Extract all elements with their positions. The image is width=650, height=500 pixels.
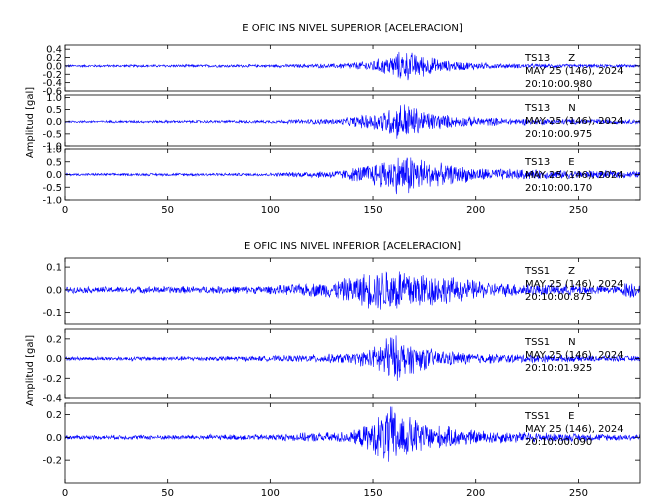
component-code: N: [568, 103, 575, 114]
trace-station-label: TS13 Z: [524, 53, 575, 64]
trace-station-label: TSS1 E: [524, 411, 575, 422]
panel-frame: [64, 328, 641, 399]
station-code: TSS1: [524, 337, 550, 348]
y-tick-label: -0.1: [42, 308, 62, 319]
y-tick-label: -0.2: [42, 70, 62, 81]
station-code: TSS1: [524, 411, 550, 422]
y-tick-label: 1.0: [46, 93, 62, 104]
trace-date: MAY 25 (146), 2024: [525, 424, 624, 435]
trace-time: 20:10:00.875: [525, 292, 592, 303]
trace-time: 20:10:00.170: [525, 183, 592, 194]
chart-2: E OFIC INS NIVEL INFERIOR [ACELERACION] A…: [25, 241, 641, 499]
y-tick-label: 0.0: [46, 61, 62, 72]
waveform-ts13-z: [65, 51, 640, 81]
component-code: N: [568, 337, 575, 348]
trace-station-label: TS13 E: [524, 157, 575, 168]
y-tick-label: 0.5: [46, 157, 62, 168]
panel-frame: [64, 94, 641, 147]
component-code: E: [568, 411, 574, 422]
station-code: TS13: [524, 157, 550, 168]
station-code: TSS1: [524, 266, 550, 277]
waveform-ts13-n: [65, 104, 640, 139]
x-tick-label: 100: [261, 488, 280, 499]
component-code: Z: [568, 266, 575, 277]
y-tick-label: 0.2: [46, 53, 62, 64]
y-tick-label: -1.0: [42, 196, 62, 207]
y-tick-label: 0.1: [46, 263, 62, 274]
chart-title: E OFIC INS NIVEL INFERIOR [ACELERACION]: [244, 241, 461, 252]
trace-station-label: TSS1 Z: [524, 266, 575, 277]
trace-time: 20:10:01.925: [525, 363, 592, 374]
y-tick-label: 0.0: [46, 433, 62, 444]
chart-title: E OFIC INS NIVEL SUPERIOR [ACELERACION]: [242, 23, 463, 34]
x-tick-label: 50: [161, 488, 174, 499]
trace-date: MAY 25 (146), 2024: [525, 116, 624, 127]
y-tick-label: -0.4: [42, 394, 62, 405]
y-tick-label: -0.6: [42, 87, 62, 98]
y-tick-label: 0.0: [46, 170, 62, 181]
trace-station-label: TSS1 N: [524, 337, 576, 348]
x-tick-label: 200: [466, 205, 485, 216]
y-tick-label: 0.5: [46, 105, 62, 116]
trace-date: MAY 25 (146), 2024: [525, 279, 624, 290]
trace-date: MAY 25 (146), 2024: [525, 170, 624, 181]
y-tick-label: 0.0: [46, 285, 62, 296]
x-tick-label: 150: [363, 205, 382, 216]
y-tick-label: -0.5: [42, 183, 62, 194]
trace-panel-tss1-e: 0.2 0.0 -0.2 TSS1 E MAY 25 (146), 2024 20:10:0…: [42, 402, 641, 484]
waveform-tss1-n: [65, 335, 640, 381]
trace-panel-ts13-z: 0.40.20.0-0.2-0.4-0.6 TS13 Z MAY 25 (146), …: [42, 44, 641, 98]
x-tick-label: 200: [466, 488, 485, 499]
component-code: E: [568, 157, 574, 168]
waveform-ts13-e: [65, 157, 640, 195]
y-tick-label: -0.2: [42, 374, 62, 385]
y-axis-label: Amplitud [gal]: [25, 335, 36, 406]
y-tick-label: -1.0: [42, 142, 62, 153]
trace-time: 20:10:00.090: [525, 437, 592, 448]
x-tick-label: 50: [161, 205, 174, 216]
x-tick-label: 0: [62, 205, 68, 216]
y-tick-label: 0.2: [46, 410, 62, 421]
x-tick-label: 100: [261, 205, 280, 216]
trace-date: MAY 25 (146), 2024: [525, 66, 624, 77]
station-code: TS13: [524, 53, 550, 64]
y-tick-label: 0.4: [46, 45, 62, 56]
y-tick-label: 0.2: [46, 334, 62, 345]
x-tick-label: 0: [62, 488, 68, 499]
chart-1: E OFIC INS NIVEL SUPERIOR [ACELERACION] A…: [25, 23, 641, 216]
panel-frame: [64, 44, 641, 92]
y-tick-label: -0.4: [42, 78, 62, 89]
x-tick-label: 250: [569, 205, 588, 216]
station-code: TS13: [524, 103, 550, 114]
x-tick-label: 150: [363, 488, 382, 499]
y-tick-label: 1.0: [46, 145, 62, 156]
waveform-tss1-e: [65, 406, 640, 462]
waveform-tss1-z: [65, 271, 640, 310]
trace-panel-tss1-z: 0.1 0.0 -0.1 TSS1 Z MAY 25 (146), 2024 20:10:0…: [42, 257, 641, 325]
y-tick-label: -0.2: [42, 456, 62, 467]
component-code: Z: [568, 53, 575, 64]
trace-station-label: TS13 N: [524, 103, 576, 114]
panel-frame: [64, 257, 641, 325]
panel-frame: [64, 402, 641, 484]
y-axis-label: Amplitud [gal]: [25, 87, 36, 158]
trace-time: 20:10:00.975: [525, 129, 592, 140]
y-tick-label: -0.5: [42, 129, 62, 140]
y-tick-label: 0.0: [46, 117, 62, 128]
trace-date: MAY 25 (146), 2024: [525, 350, 624, 361]
x-tick-label: 250: [569, 488, 588, 499]
trace-panel-ts13-e: 1.00.5 0.0 -0.5 -1.0 TS13 E MAY 25 (146), 2024…: [42, 145, 641, 207]
trace-time: 20:10:00.980: [525, 79, 592, 90]
trace-panel-tss1-n: 0.2 0.0 -0.2 -0.4 TSS1 N MAY 25 (146), 2024 20:…: [42, 328, 641, 405]
y-tick-label: 0.0: [46, 354, 62, 365]
